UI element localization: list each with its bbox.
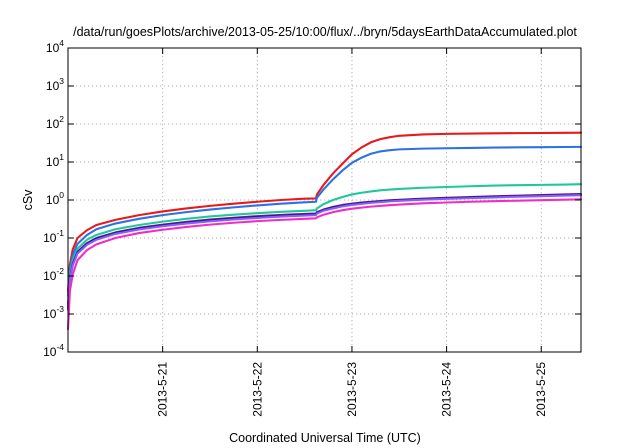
x-tick-label: 2013-5-25 bbox=[534, 362, 548, 417]
chart-title: /data/run/goesPlots/archive/2013-05-25/1… bbox=[73, 25, 577, 39]
y-tick-label: 10-4 bbox=[43, 342, 64, 359]
x-tick-label: 2013-5-24 bbox=[440, 362, 454, 417]
x-tick-label: 2013-5-22 bbox=[250, 362, 264, 417]
x-axis-ticks: 2013-5-21 2013-5-22 2013-5-23 2013-5-24 2013… bbox=[156, 48, 548, 417]
series-line-2 bbox=[66, 145, 583, 297]
series-line-5 bbox=[66, 193, 583, 310]
y-tick-label: 101 bbox=[46, 152, 64, 169]
x-tick-label: 2013-5-23 bbox=[345, 362, 359, 417]
series-line-7 bbox=[66, 198, 583, 331]
series-line-6 bbox=[66, 194, 583, 311]
y-tick-label: 104 bbox=[46, 38, 64, 55]
y-tick-label: 10-2 bbox=[43, 266, 64, 283]
y-axis-ticks: 10-4 10-3 10-2 10-1 100 101 102 103 104 bbox=[43, 38, 581, 359]
y-axis-label: cSv bbox=[21, 189, 35, 211]
series-layer bbox=[66, 131, 583, 331]
x-axis-label: Coordinated Universal Time (UTC) bbox=[229, 431, 421, 445]
x-tick-label: 2013-5-21 bbox=[156, 362, 170, 417]
series-line-3 bbox=[66, 183, 583, 304]
y-tick-label: 102 bbox=[46, 114, 64, 131]
y-tick-label: 10-3 bbox=[43, 304, 64, 321]
y-tick-label: 103 bbox=[46, 76, 64, 93]
y-tick-label: 10-1 bbox=[43, 228, 64, 245]
series-line-1 bbox=[66, 131, 583, 293]
y-tick-label: 100 bbox=[46, 190, 64, 207]
